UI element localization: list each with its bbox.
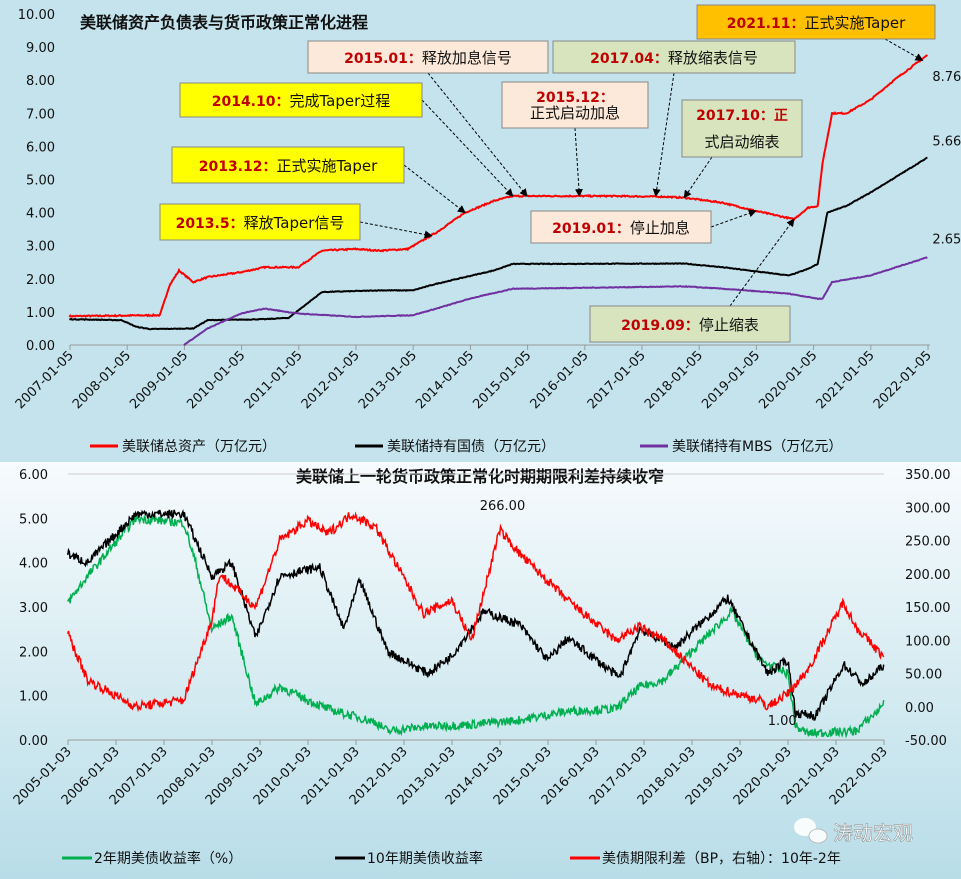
y-tick-label: 7.00: [26, 107, 55, 122]
svg-text:2019.09：停止缩表: 2019.09：停止缩表: [621, 316, 759, 334]
series-line-0: [68, 54, 929, 318]
y2-tick-label: 350.00: [905, 468, 951, 483]
svg-text:2014.10：完成Taper过程: 2014.10：完成Taper过程: [212, 92, 391, 110]
bottom-chart-title: 美联储上一轮货币政策正常化时期期限利差持续收窄: [296, 467, 664, 486]
svg-text:正式启动加息: 正式启动加息: [530, 104, 620, 122]
annotation-box: 2015.01：释放加息信号: [307, 40, 549, 197]
y-tick-label: 0.00: [19, 734, 48, 749]
svg-text:2015.01：释放加息信号: 2015.01：释放加息信号: [344, 49, 512, 67]
y-tick-label: 2.00: [26, 273, 55, 288]
end-value-label: 2.65: [932, 232, 961, 247]
y-tick-label: 10.00: [18, 8, 55, 23]
svg-text:2013.5：释放Taper信号: 2013.5：释放Taper信号: [176, 214, 345, 232]
y-tick-label: 6.00: [19, 468, 48, 483]
y-tick-label: 5.00: [19, 512, 48, 527]
svg-text:式启动缩表: 式启动缩表: [704, 133, 779, 151]
legend-label: 2年期美债收益率（%）: [94, 850, 242, 867]
series-line-2: [183, 256, 928, 346]
bottom-panel: [0, 462, 961, 879]
y-tick-label: 4.00: [19, 557, 48, 572]
svg-text:2017.04：释放缩表信号: 2017.04：释放缩表信号: [590, 49, 758, 67]
legend-label: 美联储持有MBS（万亿元）: [672, 439, 842, 455]
y-tick-label: 6.00: [26, 140, 55, 155]
y-tick-label: 0.00: [26, 339, 55, 354]
wechat-icon: [794, 818, 828, 844]
annotation-box: 2021.11：正式实施Taper: [696, 4, 936, 61]
annotation-box: 2019.01：停止加息: [530, 209, 757, 244]
annotation-box: 2017.04：释放缩表信号: [552, 40, 796, 198]
y2-tick-label: 250.00: [905, 535, 951, 550]
y-tick-label: 5.00: [26, 174, 55, 189]
y2-tick-label: 200.00: [905, 568, 951, 583]
svg-text:2021.11：正式实施Taper: 2021.11：正式实施Taper: [727, 14, 906, 32]
y-tick-label: 9.00: [26, 41, 55, 56]
y2-tick-label: 0.00: [905, 701, 934, 716]
end-value-label: 5.66: [932, 135, 961, 150]
annotation-box: 2014.10：完成Taper过程: [179, 82, 514, 197]
annotation-box: 2015.12：正式启动加息: [501, 81, 649, 198]
svg-text:2019.01：停止加息: 2019.01：停止加息: [552, 219, 690, 237]
legend-label: 美联储持有国债（万亿元）: [387, 439, 555, 455]
y-tick-label: 1.00: [19, 690, 48, 705]
annotation-box: 2013.12：正式实施Taper: [171, 146, 466, 214]
y2-tick-label: 150.00: [905, 601, 951, 616]
y2-tick-label: 50.00: [905, 668, 942, 683]
y2-tick-label: 100.00: [905, 634, 951, 649]
y-tick-label: 3.00: [19, 601, 48, 616]
legend-label: 10年期美债收益率: [367, 850, 483, 867]
watermark: 涛动宏观: [794, 818, 913, 845]
svg-text:2017.10：正: 2017.10：正: [696, 108, 788, 124]
y-tick-label: 1.00: [26, 306, 55, 321]
data-label: 266.00: [480, 499, 526, 514]
svg-text:2013.12：正式实施Taper: 2013.12：正式实施Taper: [199, 157, 378, 175]
annotation-box: 2019.09：停止缩表: [589, 218, 795, 343]
y-tick-label: 3.00: [26, 240, 55, 255]
y2-tick-label: 300.00: [905, 501, 951, 516]
y2-tick-label: -50.00: [905, 734, 947, 749]
top-chart-title: 美联储资产负债表与货币政策正常化进程: [80, 13, 368, 32]
series-line-1: [69, 156, 928, 331]
y-tick-label: 2.00: [19, 645, 48, 660]
y-tick-label: 4.00: [26, 207, 55, 222]
end-value-label: 8.76: [932, 70, 961, 85]
legend-label: 美债期限利差（BP，右轴）：10年-2年: [602, 851, 841, 867]
legend-label: 美联储总资产（万亿元）: [122, 439, 276, 455]
svg-text:涛动宏观: 涛动宏观: [833, 821, 913, 845]
annotation-box: 2013.5：释放Taper信号: [159, 203, 433, 241]
series-line-2: [66, 511, 885, 713]
data-label: 1.00: [768, 714, 797, 729]
svg-text:2015.12：: 2015.12：: [536, 90, 614, 106]
y-tick-label: 8.00: [26, 74, 55, 89]
